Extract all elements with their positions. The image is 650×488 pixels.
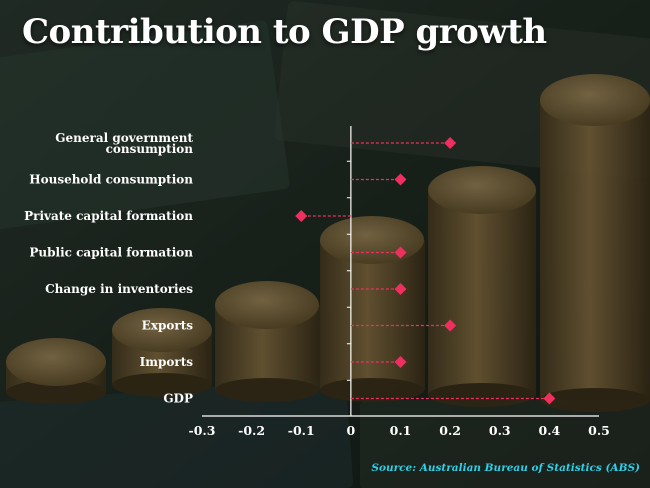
data-point-marker <box>295 210 308 222</box>
chart-title: Contribution to GDP growth <box>22 12 547 52</box>
x-tick-label: -0.3 <box>189 423 216 438</box>
x-tick-label: 0 <box>347 423 356 438</box>
x-tick-label: 0.3 <box>489 423 511 438</box>
category-label: Private capital formation <box>24 209 193 223</box>
x-tick-label: -0.2 <box>238 423 265 438</box>
source-note: Source: Australian Bureau of Statistics … <box>371 462 640 474</box>
data-point-marker <box>543 392 556 405</box>
category-label: General government consumption <box>55 131 193 156</box>
data-point-marker <box>444 137 457 149</box>
x-tick-label: 0.2 <box>439 423 461 438</box>
x-tick-label: -0.1 <box>288 423 315 438</box>
x-tick-label: 0.4 <box>539 423 561 438</box>
data-point-marker <box>394 356 407 368</box>
category-label: Household consumption <box>29 173 193 187</box>
category-label: Change in inventories <box>45 282 193 296</box>
data-point-marker <box>394 283 407 295</box>
data-point-marker <box>394 246 407 259</box>
data-point-marker <box>394 173 407 186</box>
category-label: GDP <box>163 392 193 406</box>
data-point-marker <box>444 319 457 332</box>
x-tick-label: 0.5 <box>588 423 610 438</box>
x-tick-label: 0.1 <box>390 423 412 438</box>
category-label: Public capital formation <box>29 246 193 260</box>
category-label: Exports <box>142 319 194 333</box>
category-label: Imports <box>140 355 194 369</box>
